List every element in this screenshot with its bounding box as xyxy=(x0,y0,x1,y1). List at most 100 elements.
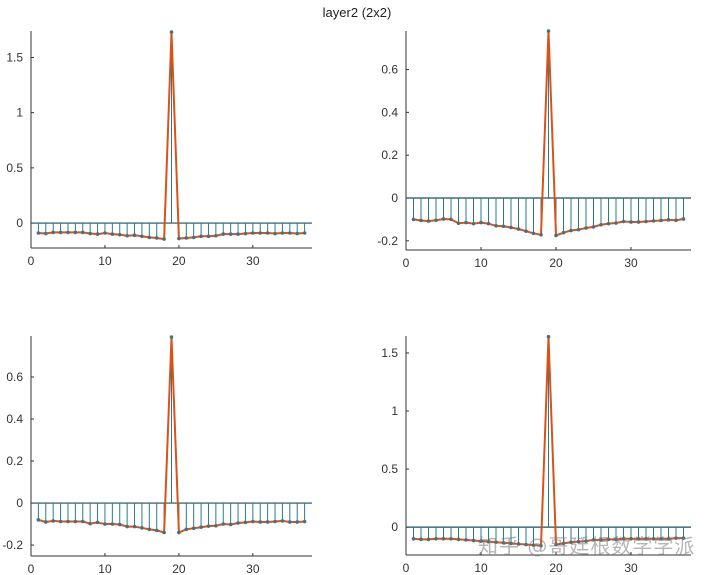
data-point xyxy=(132,524,137,529)
data-point xyxy=(265,231,270,235)
data-point xyxy=(621,219,626,224)
data-point xyxy=(681,536,686,540)
data-point xyxy=(531,543,536,547)
y-tick-label: 1 xyxy=(391,404,398,418)
data-point xyxy=(621,536,626,541)
data-point xyxy=(546,334,551,339)
x-tick-label: 30 xyxy=(246,562,260,575)
data-point xyxy=(434,536,438,541)
data-point xyxy=(228,522,233,527)
data-point xyxy=(73,230,78,235)
data-point xyxy=(103,522,107,526)
y-tick-label: 0.6 xyxy=(381,63,398,77)
data-point xyxy=(576,539,581,544)
data-point xyxy=(591,225,596,229)
data-point xyxy=(214,233,218,238)
data-point xyxy=(651,219,656,223)
data-point xyxy=(162,237,166,241)
data-point xyxy=(132,233,137,237)
data-point xyxy=(117,232,122,237)
data-point xyxy=(569,228,573,233)
data-point xyxy=(426,537,431,542)
data-point xyxy=(258,231,263,235)
data-point xyxy=(43,520,48,524)
data-point xyxy=(228,232,233,236)
data-point xyxy=(666,218,671,222)
data-point xyxy=(471,221,476,226)
data-point xyxy=(177,236,181,241)
data-point xyxy=(184,236,189,240)
data-point xyxy=(659,218,663,223)
data-point xyxy=(169,30,174,34)
y-tick-label: 0 xyxy=(391,191,398,205)
data-point xyxy=(636,536,641,541)
x-tick-label: 20 xyxy=(172,254,186,268)
data-point xyxy=(103,231,107,235)
data-point xyxy=(666,536,671,541)
data-point xyxy=(191,526,196,531)
x-tick-label: 10 xyxy=(98,254,112,268)
data-point xyxy=(614,221,618,225)
data-point xyxy=(51,519,55,523)
y-tick-label: 0 xyxy=(391,520,398,534)
x-tick-label: 30 xyxy=(624,256,638,270)
subplot-bottom-right: 0 10 20 30 0 0.5 1 1.5 xyxy=(381,334,691,575)
data-point xyxy=(36,231,41,235)
data-point xyxy=(456,221,461,226)
y-tick-label: 0.2 xyxy=(381,148,398,162)
data-point xyxy=(88,521,92,526)
data-point xyxy=(236,521,240,525)
x-tick-label: 20 xyxy=(549,561,563,575)
data-point xyxy=(117,522,122,527)
data-point xyxy=(629,220,633,224)
data-point xyxy=(524,229,528,233)
data-point xyxy=(486,539,491,544)
x-tick-label: 20 xyxy=(549,256,563,270)
data-point xyxy=(569,540,573,545)
data-point xyxy=(501,541,506,545)
data-point xyxy=(140,234,144,239)
data-point xyxy=(584,226,588,230)
data-point xyxy=(494,540,498,545)
subplot-top-right: 0 10 20 30 -0.2 0 0.2 0.4 0.6 xyxy=(377,29,691,270)
y-tick-label: 0.2 xyxy=(6,454,23,468)
data-point xyxy=(58,519,63,524)
data-point xyxy=(471,538,476,543)
data-point xyxy=(206,524,211,528)
data-point xyxy=(411,217,416,222)
data-point xyxy=(95,520,100,525)
data-point xyxy=(516,227,521,231)
y-tick-label: -0.2 xyxy=(2,538,23,552)
x-tick-label: 10 xyxy=(98,562,112,575)
data-point xyxy=(43,231,48,236)
data-point xyxy=(524,542,528,547)
data-point xyxy=(258,520,263,524)
data-point xyxy=(509,541,513,546)
data-point xyxy=(479,220,483,225)
data-point xyxy=(251,519,255,524)
data-point xyxy=(531,231,536,236)
data-point xyxy=(554,233,558,238)
data-point xyxy=(516,542,521,546)
data-point xyxy=(659,536,663,541)
data-point xyxy=(221,522,226,526)
data-point xyxy=(58,230,63,235)
data-point xyxy=(154,528,159,533)
data-point xyxy=(199,234,203,239)
data-point xyxy=(110,522,115,526)
data-point xyxy=(539,543,543,548)
data-point xyxy=(434,218,438,223)
data-point xyxy=(95,232,100,236)
subplot-bottom-left: 0 10 20 30 -0.2 0 0.2 0.4 0.6 xyxy=(2,335,312,575)
data-point xyxy=(288,231,292,235)
data-point xyxy=(169,335,174,339)
y-tick-label: 0.6 xyxy=(6,370,23,384)
data-point xyxy=(629,536,633,541)
data-point xyxy=(441,217,446,221)
y-tick-label: 0.5 xyxy=(6,161,23,175)
data-point xyxy=(295,231,300,236)
data-point xyxy=(576,227,581,232)
y-tick-label: 0 xyxy=(16,216,23,230)
y-tick-label: 0.4 xyxy=(381,105,398,119)
